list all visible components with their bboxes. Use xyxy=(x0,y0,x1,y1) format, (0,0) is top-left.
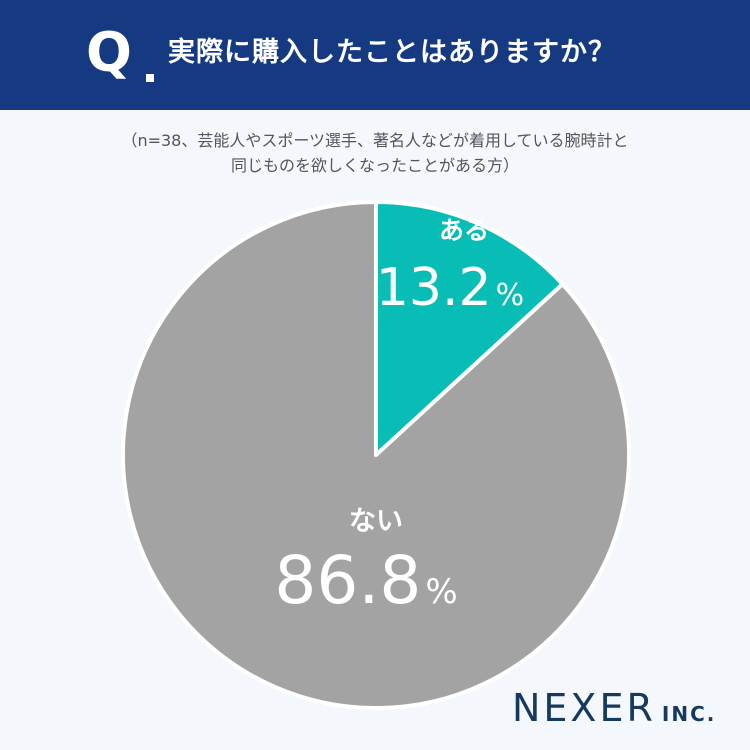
q-dot xyxy=(146,74,154,82)
sample-note: （n=38、芸能人やスポーツ選手、著名人などが着用している腕時計と 同じものを欲… xyxy=(60,128,690,178)
slice-value-label: 86.8% xyxy=(274,542,457,619)
slice-label: ない xyxy=(349,506,403,537)
logo-main-text: NEXER xyxy=(512,686,656,730)
slice-label: ある xyxy=(439,216,489,245)
q-mark: Q xyxy=(86,21,132,84)
slice-aru xyxy=(374,200,565,457)
slice-nai xyxy=(121,200,631,710)
sample-note-line-1: （n=38、芸能人やスポーツ選手、著名人などが着用している腕時計と xyxy=(121,131,629,150)
logo-sub-text: INC. xyxy=(661,702,717,726)
slice-value-label: 13.2% xyxy=(376,258,524,318)
question-title: 実際に購入したことはありますか？ xyxy=(168,37,616,68)
nexer-logo: NEXER INC. xyxy=(512,686,716,730)
sample-note-line-2: 同じものを欲しくなったことがある方） xyxy=(230,156,519,175)
header-bar: Q 実際に購入したことはありますか？ xyxy=(0,0,750,110)
